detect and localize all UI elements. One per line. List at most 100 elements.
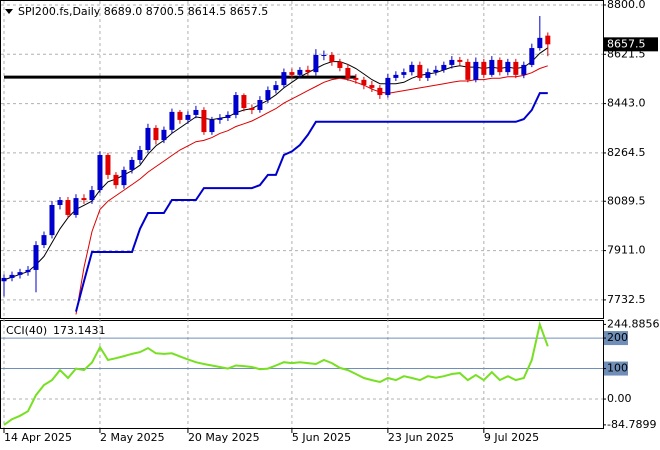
- candle-body: [9, 274, 15, 278]
- candle-body: [305, 69, 311, 73]
- candle-body: [65, 200, 71, 215]
- candle-body: [249, 108, 255, 110]
- y-tick-label: 244.8856: [607, 317, 660, 330]
- candle-body: [377, 87, 383, 96]
- candle-body: [161, 129, 167, 141]
- candle-body: [417, 64, 423, 78]
- y-tick-label: 8089.5: [607, 194, 646, 207]
- candle-body: [489, 59, 495, 75]
- last-price-label: 8657.5: [607, 37, 646, 50]
- candle-body: [361, 79, 367, 86]
- candle-body: [329, 54, 335, 62]
- x-tick-label: 23 Jun 2025: [388, 431, 454, 444]
- candle-body: [137, 150, 143, 160]
- candle-body: [273, 85, 279, 91]
- y-tick-label: 100: [607, 362, 628, 375]
- candle-body: [321, 54, 327, 56]
- candle-body: [481, 61, 487, 75]
- y-tick-label: 7911.0: [607, 244, 646, 257]
- indicator-line: [75, 65, 548, 315]
- candle-body: [281, 72, 287, 86]
- y-tick-label: 0.00: [607, 392, 632, 405]
- candle-body: [225, 114, 231, 118]
- candle-body: [41, 235, 47, 246]
- chart-title: SPI200.fs,Daily 8689.0 8700.5 8614.5 865…: [18, 5, 268, 18]
- candle-body: [233, 95, 239, 115]
- candle-body: [257, 100, 263, 110]
- candle-body: [441, 64, 447, 70]
- candle-body: [81, 198, 87, 201]
- candle-body: [505, 61, 511, 73]
- candle-body: [353, 77, 359, 80]
- candle-body: [113, 174, 119, 186]
- candle-body: [545, 35, 551, 45]
- candle-body: [537, 37, 543, 49]
- candle-body: [385, 77, 391, 96]
- cci-current-value: 173.1431: [53, 324, 106, 337]
- indicator-line: [3, 47, 549, 281]
- candle-body: [177, 111, 183, 120]
- y-tick-label: 8443.0: [607, 97, 646, 110]
- candle-body: [49, 205, 55, 236]
- candle-body: [57, 200, 63, 206]
- candle-body: [105, 154, 111, 175]
- candle-body: [289, 72, 295, 75]
- candle-body: [129, 159, 135, 170]
- level-label-box: [604, 361, 628, 376]
- candle-body: [497, 59, 503, 73]
- candle-body: [313, 54, 319, 73]
- x-tick-label: 20 May 2025: [188, 431, 260, 444]
- x-tick-label: 2 May 2025: [100, 431, 165, 444]
- y-tick-label: 200: [607, 331, 628, 344]
- candle-body: [33, 245, 39, 270]
- candle-body: [193, 109, 199, 115]
- candle-body: [529, 48, 535, 65]
- cci-title: CCI(40): [6, 324, 47, 337]
- x-tick-label: 9 Jul 2025: [484, 431, 539, 444]
- x-tick-label: 5 Jun 2025: [292, 431, 351, 444]
- header-arrow: [5, 9, 13, 14]
- candle-body: [401, 72, 407, 75]
- candle-body: [153, 127, 159, 141]
- candle-body: [433, 69, 439, 73]
- cci-panel-frame: [0, 320, 604, 429]
- candle-body: [465, 61, 471, 80]
- candle-body: [337, 61, 343, 68]
- x-tick-label: 14 Apr 2025: [4, 431, 72, 444]
- candle-body: [217, 117, 223, 120]
- candle-body: [449, 59, 455, 65]
- candle-body: [121, 169, 127, 186]
- candle-body: [169, 111, 175, 130]
- y-tick-label: -84.7899: [607, 418, 656, 431]
- candle-body: [201, 109, 207, 133]
- candle-body: [89, 190, 95, 201]
- candle-body: [393, 74, 399, 78]
- candle-body: [265, 90, 271, 101]
- level-label-box: [604, 331, 628, 346]
- candle-body: [457, 59, 463, 62]
- candle-body: [521, 64, 527, 75]
- candle-body: [17, 272, 23, 275]
- candle-body: [25, 269, 31, 273]
- candle-body: [145, 127, 151, 151]
- candle-body: [73, 198, 79, 215]
- candle-body: [345, 67, 351, 78]
- candle-body: [1, 277, 7, 282]
- candle-body: [297, 69, 303, 75]
- candle-body: [409, 64, 415, 73]
- candle-body: [369, 85, 375, 88]
- candle-body: [473, 61, 479, 80]
- last-price-box: [604, 37, 658, 52]
- indicator-line: [3, 320, 549, 426]
- candle-body: [209, 119, 215, 133]
- candle-body: [97, 154, 103, 191]
- y-tick-label: 8264.5: [607, 146, 646, 159]
- candle-body: [425, 72, 431, 78]
- indicator-line: [75, 92, 548, 312]
- candle-body: [513, 61, 519, 75]
- candle-body: [241, 95, 247, 109]
- y-tick-label: 8800.0: [607, 0, 646, 11]
